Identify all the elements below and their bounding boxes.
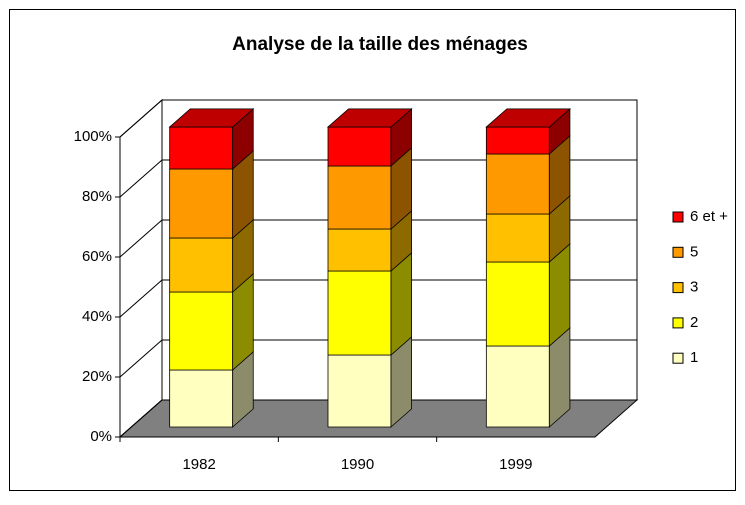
bar-front [169,168,234,239]
grid-line [119,339,163,378]
legend-label: 2 [690,314,698,331]
x-tick-label: 1990 [341,456,374,473]
grid-line [119,99,163,138]
bar-front [169,126,234,170]
x-tick-label: 1999 [499,456,532,473]
bar-segment [485,326,571,428]
bar-segment [485,194,571,263]
legend-label: 3 [690,279,698,296]
bar-segment [169,272,254,371]
bar-segment [327,146,412,230]
bar-front [169,369,234,428]
legend-swatch [672,282,684,294]
bar-front [327,270,392,356]
bar-front [327,354,392,428]
legend-swatch [672,246,684,258]
bar-top [485,108,571,128]
side-wall [119,98,163,439]
bar-segment [169,350,254,428]
y-tick-label: 40% [82,308,112,325]
legend-label: 5 [690,243,698,260]
bar-segment [168,107,255,170]
x-tick-label: 1982 [182,456,215,473]
legend-label: 6 et + [690,208,728,225]
bar-top [326,108,413,128]
bar-top [168,108,255,128]
bar-front [327,126,392,167]
bar-segment [169,218,254,293]
y-tick-label: 0% [90,428,112,445]
grid-line [119,219,163,258]
bar-front [485,153,550,215]
y-tick-label: 60% [82,248,112,265]
grid-line [119,399,163,438]
bar-segment [485,107,571,155]
bar-front [169,291,234,371]
bar-segment [326,107,413,167]
y-tick-label: 80% [82,188,112,205]
grid-line [119,159,163,198]
bar-front [485,213,550,263]
y-tick-label: 100% [74,128,112,145]
chart-title: Analyse de la taille des ménages [232,34,528,55]
bar-segment [327,251,412,356]
bar-front [327,165,392,230]
grid-line [119,279,163,318]
legend-swatch [672,211,684,223]
bar-segment [327,335,412,428]
bar-front [327,228,392,272]
bar-front [485,126,550,155]
legend-label: 1 [690,349,698,366]
bar-front [485,345,550,428]
legend-swatch [672,317,684,329]
bar-front [485,261,550,347]
legend-swatch [672,352,684,364]
bar-front [169,237,234,293]
y-tick-label: 20% [82,368,112,385]
bar-segment [485,242,571,347]
